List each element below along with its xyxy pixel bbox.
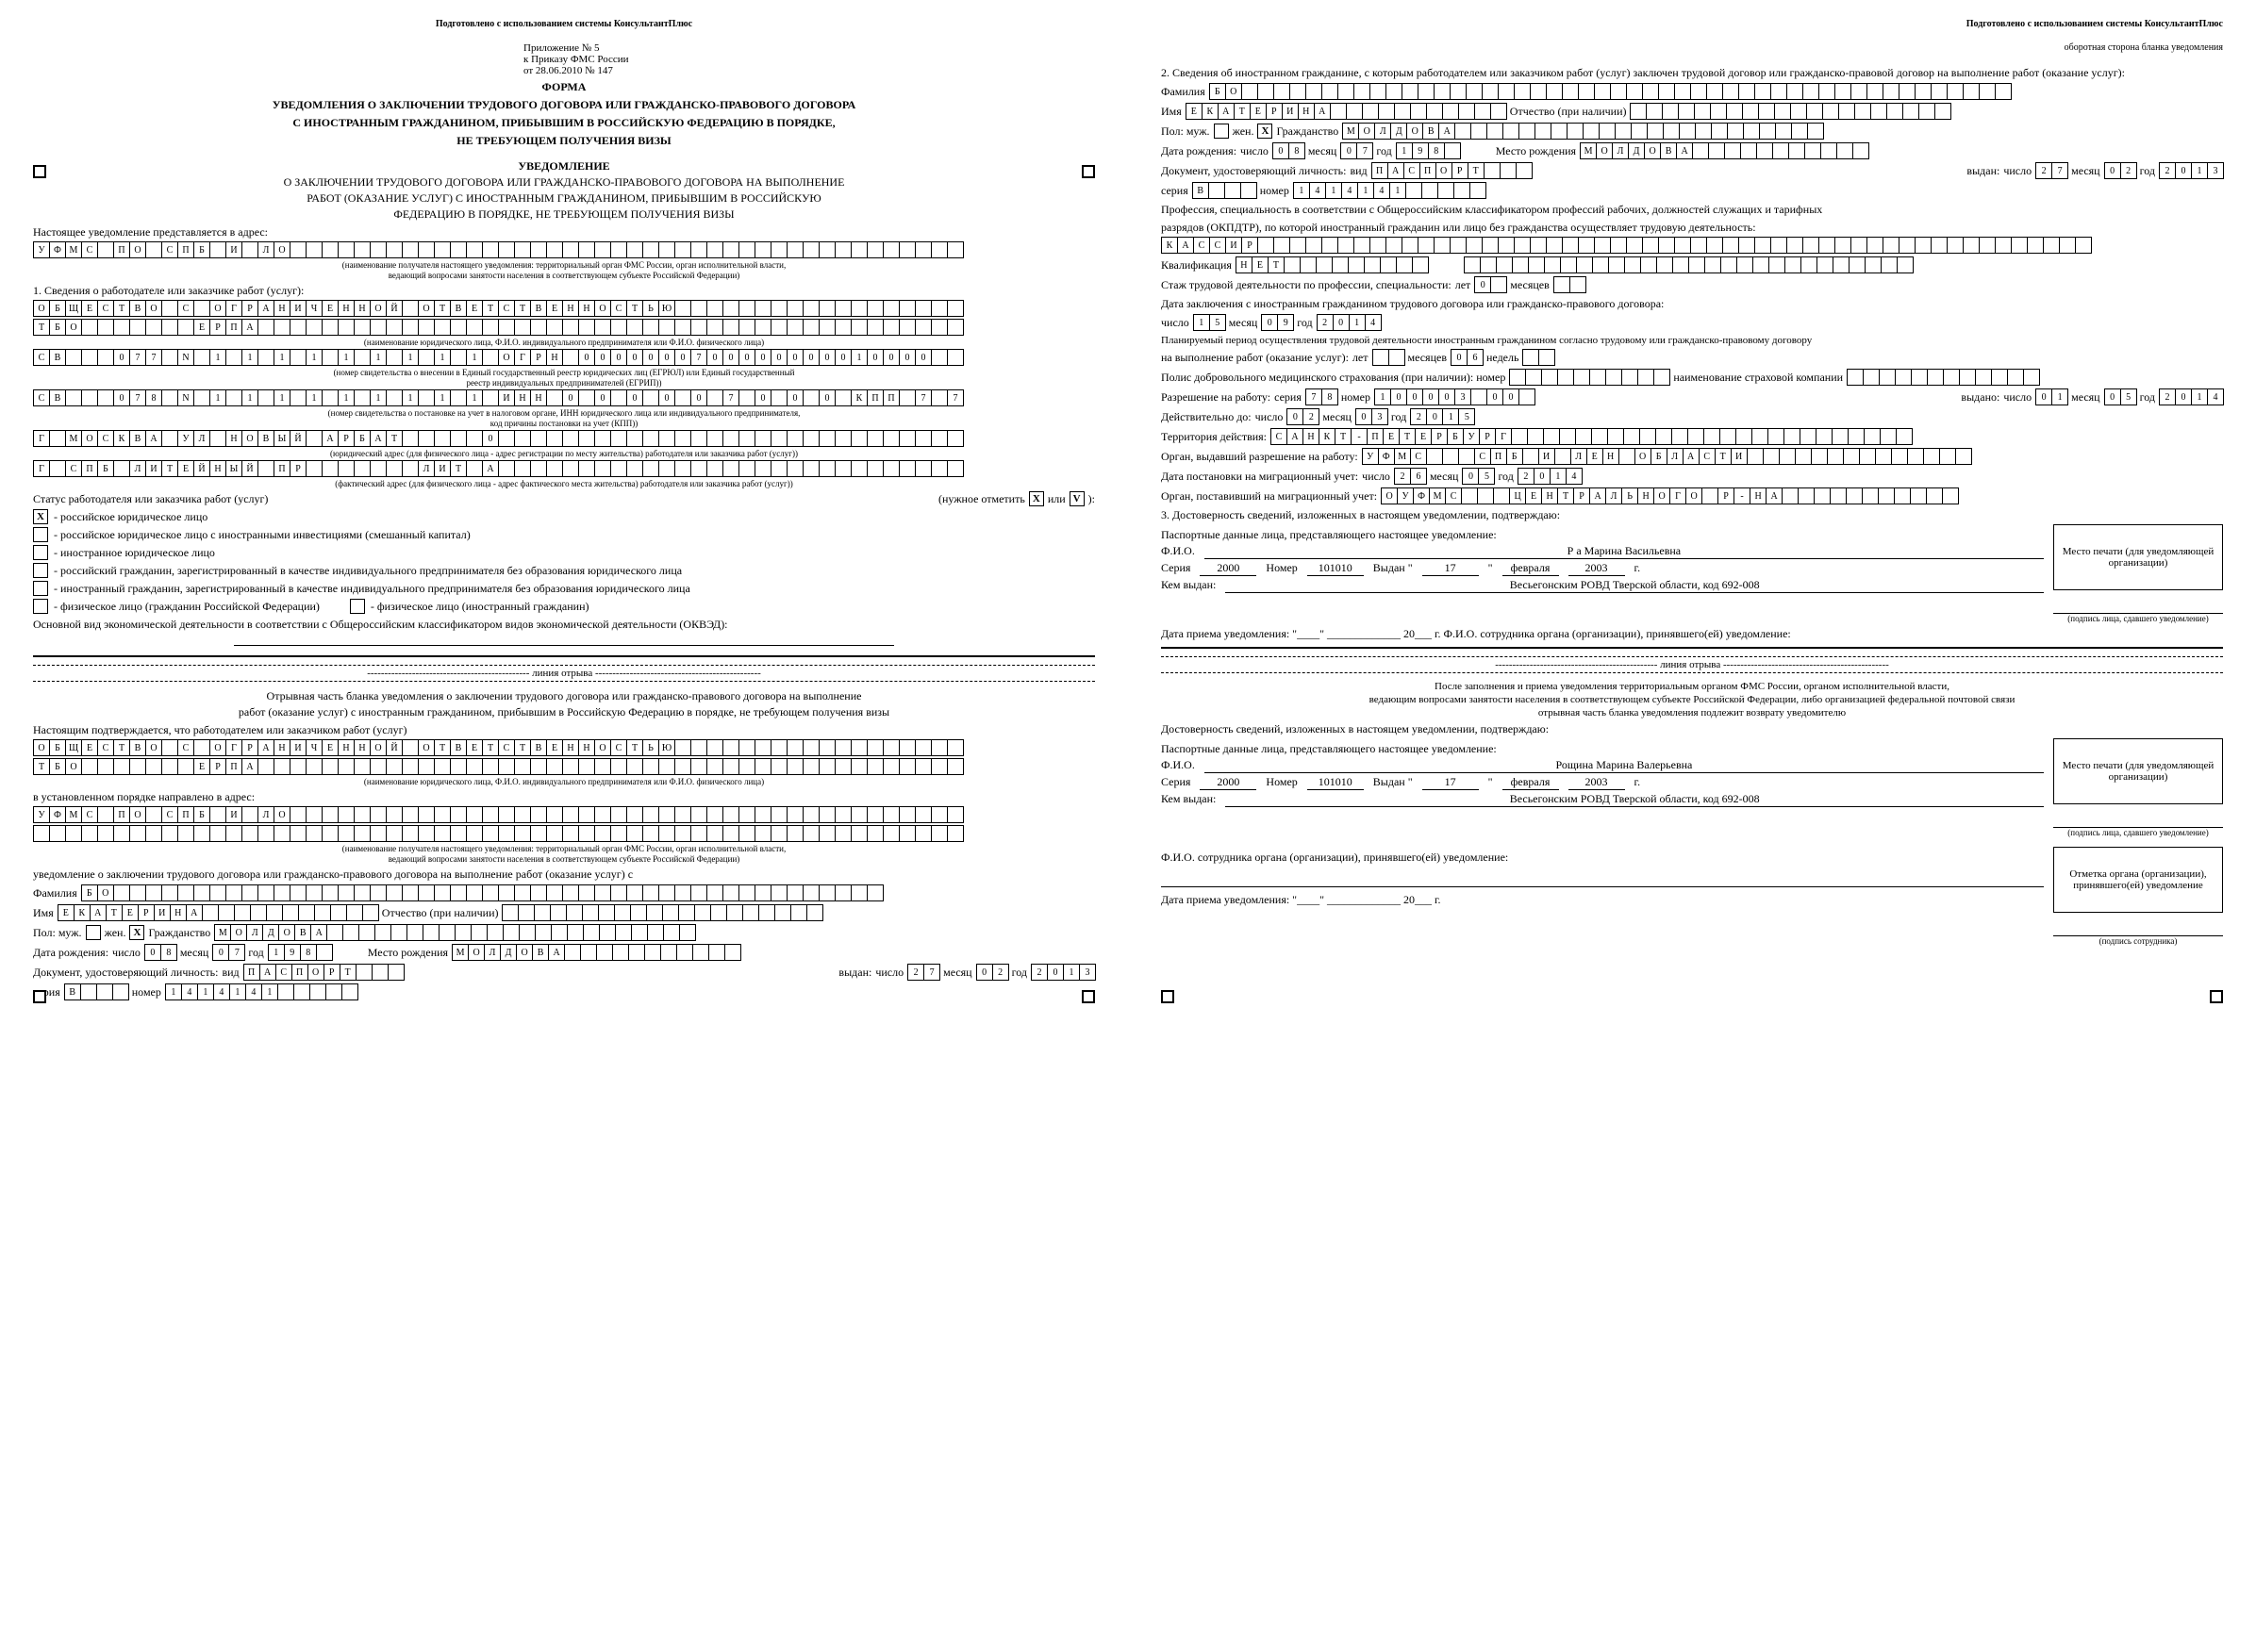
page-1: Подготовлено с использованием системы Ко…	[9, 9, 1119, 1013]
notice-title-4: ФЕДЕРАЦИЮ В ПОРЯДКЕ, НЕ ТРЕБУЮЩЕМ ПОЛУЧЕ…	[33, 207, 1095, 222]
mark-v: V	[1070, 491, 1085, 506]
system-credit: Подготовлено с использованием системы Ко…	[33, 19, 1095, 29]
notice-title-3: РАБОТ (ОКАЗАНИЕ УСЛУГ) С ИНОСТРАННЫМ ГРА…	[33, 191, 1095, 206]
profession-cells: КАССИР	[1161, 237, 2223, 254]
form-title-4: НЕ ТРЕБУЮЩЕМ ПОЛУЧЕНИЯ ВИЗЫ	[33, 134, 1095, 148]
stamp-box-3: Отметка органа (организации), принявшего…	[2053, 847, 2223, 913]
chk-3[interactable]	[33, 545, 48, 560]
mark-x: X	[1029, 491, 1044, 506]
org-cells-1: ОБЩЕСТВО С ОГРАНИЧЕННОЙ ОТВЕТСТВЕННОСТЬЮ	[33, 300, 1095, 317]
faddr-cells: Г СПБ ЛИТЕЙНЫЙ ПР ЛИТ А	[33, 460, 1095, 477]
chk-2[interactable]	[33, 527, 48, 542]
form-title-3: С ИНОСТРАННЫМ ГРАЖДАНИНОМ, ПРИБЫВШИМ В Р…	[33, 116, 1095, 130]
okved-value	[234, 645, 894, 646]
order: к Приказу ФМС России	[523, 54, 1095, 65]
chk-5[interactable]	[33, 581, 48, 596]
stamp-box-2: Место печати (для уведомляющей организац…	[2053, 738, 2223, 804]
ufms-cells: УФМС ПО СПБ И ЛО	[33, 241, 1095, 258]
page-2: Подготовлено с использованием системы Ко…	[1137, 9, 2247, 1013]
chk-6b[interactable]	[350, 599, 365, 614]
section-3: 3. Достоверность сведений, изложенных в …	[1161, 508, 2223, 522]
section-2: 2. Сведения об иностранном гражданине, с…	[1161, 66, 2223, 80]
org-cells-2: ТБО ЕРПА	[33, 319, 1095, 336]
chk-4[interactable]	[33, 563, 48, 578]
jaddr-cells: Г МОСКВА УЛ НОВЫЙ АРБАТ 0	[33, 430, 1095, 447]
notice-title-2: О ЗАКЛЮЧЕНИИ ТРУДОВОГО ДОГОВОРА ИЛИ ГРАЖ…	[33, 175, 1095, 190]
form-title-1: ФОРМА	[33, 80, 1095, 94]
chk-1[interactable]: X	[33, 509, 48, 524]
form-title-2: УВЕДОМЛЕНИЯ О ЗАКЛЮЧЕНИИ ТРУДОВОГО ДОГОВ…	[33, 98, 1095, 112]
section-1: 1. Сведения о работодателе или заказчике…	[33, 284, 1095, 298]
address-intro: Настоящее уведомление представляется в а…	[33, 225, 1095, 240]
order-date: от 28.06.2010 № 147	[523, 65, 1095, 76]
inn-cells: СВ 078 N 1 1 1 1 1 1 1 1 1 ИНН 0 0 0 0 0…	[33, 389, 1095, 406]
egrul-cells: СВ 077 N 1 1 1 1 1 1 1 1 1 ОГРН 00000007…	[33, 349, 1095, 366]
notice-title-1: УВЕДОМЛЕНИЕ	[33, 159, 1095, 173]
stamp-box-1: Место печати (для уведомляющей организац…	[2053, 524, 2223, 590]
appendix: Приложение № 5	[523, 42, 1095, 54]
chk-6a[interactable]	[33, 599, 48, 614]
